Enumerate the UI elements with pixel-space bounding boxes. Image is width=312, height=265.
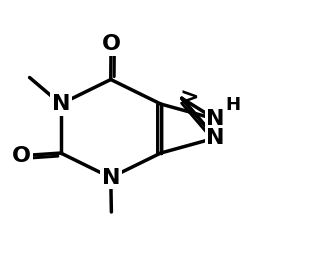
Text: N: N — [207, 128, 225, 148]
Text: N: N — [51, 94, 70, 114]
Text: O: O — [12, 146, 31, 166]
Text: N: N — [101, 167, 120, 188]
Text: H: H — [225, 96, 240, 114]
Text: O: O — [102, 34, 120, 54]
Text: N: N — [207, 109, 225, 129]
Text: >: > — [180, 87, 199, 110]
